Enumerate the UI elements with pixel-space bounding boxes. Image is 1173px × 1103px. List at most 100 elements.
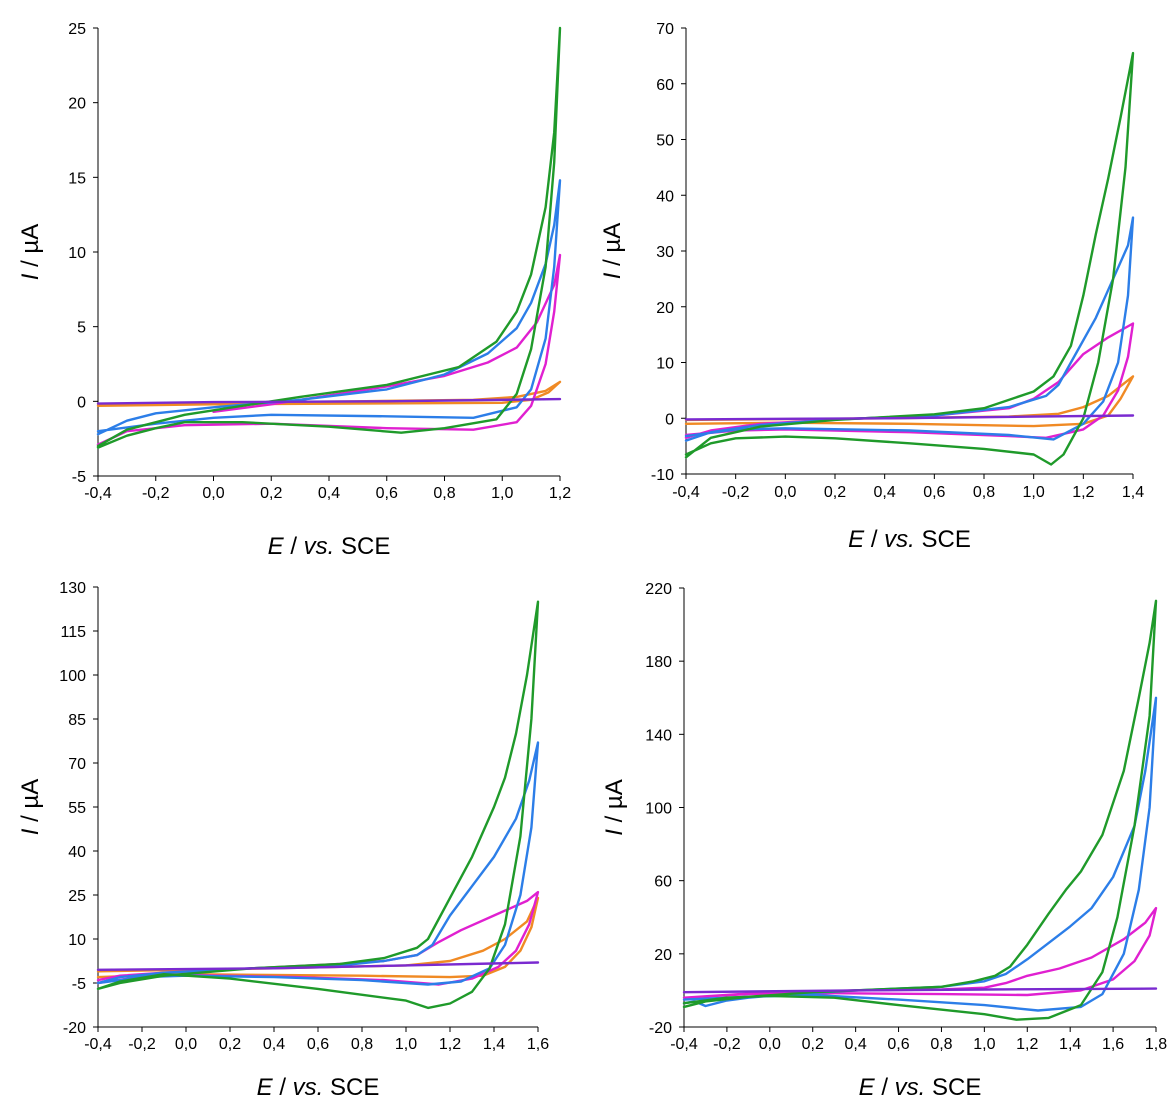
series-line-magenta — [684, 322, 1135, 439]
y-tick-label: 60 — [654, 874, 672, 891]
x-tick-label: -0,4 — [672, 484, 700, 501]
y-tick-label: 0 — [665, 411, 674, 428]
series-line-purple — [96, 397, 562, 405]
x-tick-label: 0,2 — [802, 1036, 824, 1053]
x-tick-label: 0,4 — [318, 485, 340, 502]
y-tick-label: -20 — [649, 1020, 672, 1037]
x-tick-label: 1,6 — [527, 1036, 549, 1053]
x-axis-title: E / vs. SCE — [268, 533, 391, 560]
x-tick-label: 0,8 — [973, 484, 995, 501]
series-line-purple — [96, 961, 540, 971]
x-axis-title: E / vs. SCE — [859, 1074, 982, 1101]
y-tick-label: -5 — [72, 976, 86, 993]
chart-panel-bottom-left: -0,4 -0,2 0,0 0,2 0,4 0,6 0,8 1,0 1,2 1,4 1,6 -20 -5… — [17, 580, 549, 1101]
x-tick-label: -0,2 — [722, 484, 750, 501]
series-line-blue — [96, 179, 562, 436]
x-tick-label: 1,0 — [491, 485, 513, 502]
y-tick-label: 10 — [68, 245, 86, 262]
x-tick-label: -0,2 — [713, 1036, 741, 1053]
y-tick-label: 40 — [68, 844, 86, 861]
series-line-blue — [684, 216, 1135, 442]
x-tick-label: 0,6 — [923, 484, 945, 501]
x-axis-title: E / vs. SCE — [848, 526, 971, 553]
series-line-orange — [96, 896, 540, 979]
x-tick-label: 0,2 — [824, 484, 846, 501]
x-tick-label: 0,4 — [845, 1036, 867, 1053]
x-tick-label: 0,2 — [260, 485, 282, 502]
y-tick-label: 30 — [656, 244, 674, 261]
y-tick-label: 220 — [645, 581, 672, 598]
x-tick-label: 0,8 — [351, 1036, 373, 1053]
x-tick-label: -0,4 — [84, 1036, 112, 1053]
y-tick-label: 55 — [68, 800, 86, 817]
x-tick-label: 1,2 — [549, 485, 571, 502]
x-tick-label: 1,4 — [1122, 484, 1144, 501]
series-line-green — [684, 51, 1135, 466]
y-axis-title: I / µA — [599, 223, 626, 280]
x-tick-label: 0,2 — [219, 1036, 241, 1053]
y-axis-title: I / µA — [17, 224, 44, 281]
y-tick-label: -5 — [72, 469, 86, 486]
series-line-green — [682, 599, 1158, 1021]
y-tick-label: 115 — [60, 624, 86, 641]
series-line-magenta — [682, 906, 1158, 999]
x-tick-label: 1,2 — [1016, 1036, 1038, 1053]
chart-panel-top-right: -0,4 -0,2 0,0 0,2 0,4 0,6 0,8 1,0 1,2 1,4 -10 0 10 20… — [599, 21, 1144, 553]
y-tick-label: 20 — [656, 300, 674, 317]
y-tick-label: 0 — [77, 394, 86, 411]
x-tick-label: 0,4 — [874, 484, 896, 501]
y-tick-label: 40 — [656, 188, 674, 205]
x-axis-title: E / vs. SCE — [257, 1074, 380, 1101]
y-tick-label: 25 — [68, 21, 86, 38]
x-tick-label: 0,6 — [887, 1036, 909, 1053]
y-tick-label: -20 — [63, 1020, 86, 1037]
x-tick-label: 1,4 — [483, 1036, 505, 1053]
x-tick-label: -0,4 — [84, 485, 112, 502]
x-tick-label: 0,0 — [774, 484, 796, 501]
x-tick-label: 0,0 — [202, 485, 224, 502]
x-tick-label: -0,2 — [128, 1036, 156, 1053]
x-tick-label: 1,0 — [395, 1036, 417, 1053]
series-line-green — [96, 600, 540, 1010]
y-tick-label: 20 — [68, 96, 86, 113]
x-tick-label: 0,0 — [759, 1036, 781, 1053]
series-line-blue — [96, 741, 540, 986]
y-tick-label: 140 — [645, 727, 672, 744]
x-tick-label: 1,0 — [1023, 484, 1045, 501]
series-line-purple — [684, 414, 1135, 421]
series-line-purple — [682, 987, 1158, 994]
x-tick-label: 1,2 — [1072, 484, 1094, 501]
x-tick-label: 0,6 — [307, 1036, 329, 1053]
x-tick-label: 1,2 — [439, 1036, 461, 1053]
y-tick-label: 85 — [68, 712, 86, 729]
x-tick-label: -0,2 — [142, 485, 170, 502]
chart-panel-bottom-right: -0,4 -0,2 0,0 0,2 0,4 0,6 0,8 1,0 1,2 1,4 1,6 1,8 -2… — [601, 581, 1167, 1101]
x-tick-label: 0,8 — [433, 485, 455, 502]
series-line-green — [96, 26, 562, 449]
y-tick-label: 70 — [68, 756, 86, 773]
y-tick-label: 60 — [656, 77, 674, 94]
x-tick-label: 0,4 — [263, 1036, 285, 1053]
x-tick-label: 1,4 — [1059, 1036, 1081, 1053]
x-tick-label: 1,8 — [1145, 1036, 1167, 1053]
y-tick-label: 10 — [68, 932, 86, 949]
y-tick-label: 100 — [645, 801, 672, 818]
x-tick-label: 0,6 — [376, 485, 398, 502]
x-tick-label: 1,6 — [1102, 1036, 1124, 1053]
y-axis-title: I / µA — [17, 779, 44, 836]
y-tick-label: 70 — [656, 21, 674, 38]
series-line-blue — [682, 696, 1158, 1012]
x-tick-label: 0,0 — [175, 1036, 197, 1053]
chart-panel-top-left: -0,4 -0,2 0,0 0,2 0,4 0,6 0,8 1,0 1,2 -5 0 5 10 15 20 2… — [17, 21, 571, 560]
y-tick-label: 130 — [59, 580, 86, 597]
y-tick-label: 5 — [77, 320, 86, 337]
x-tick-label: -0,4 — [670, 1036, 698, 1053]
y-tick-label: 25 — [68, 888, 86, 905]
x-tick-label: 1,0 — [973, 1036, 995, 1053]
y-tick-label: 10 — [656, 356, 674, 373]
y-tick-label: 20 — [654, 947, 672, 964]
x-tick-label: 0,8 — [930, 1036, 952, 1053]
y-tick-label: 50 — [656, 133, 674, 150]
y-axis-title: I / µA — [601, 779, 628, 836]
